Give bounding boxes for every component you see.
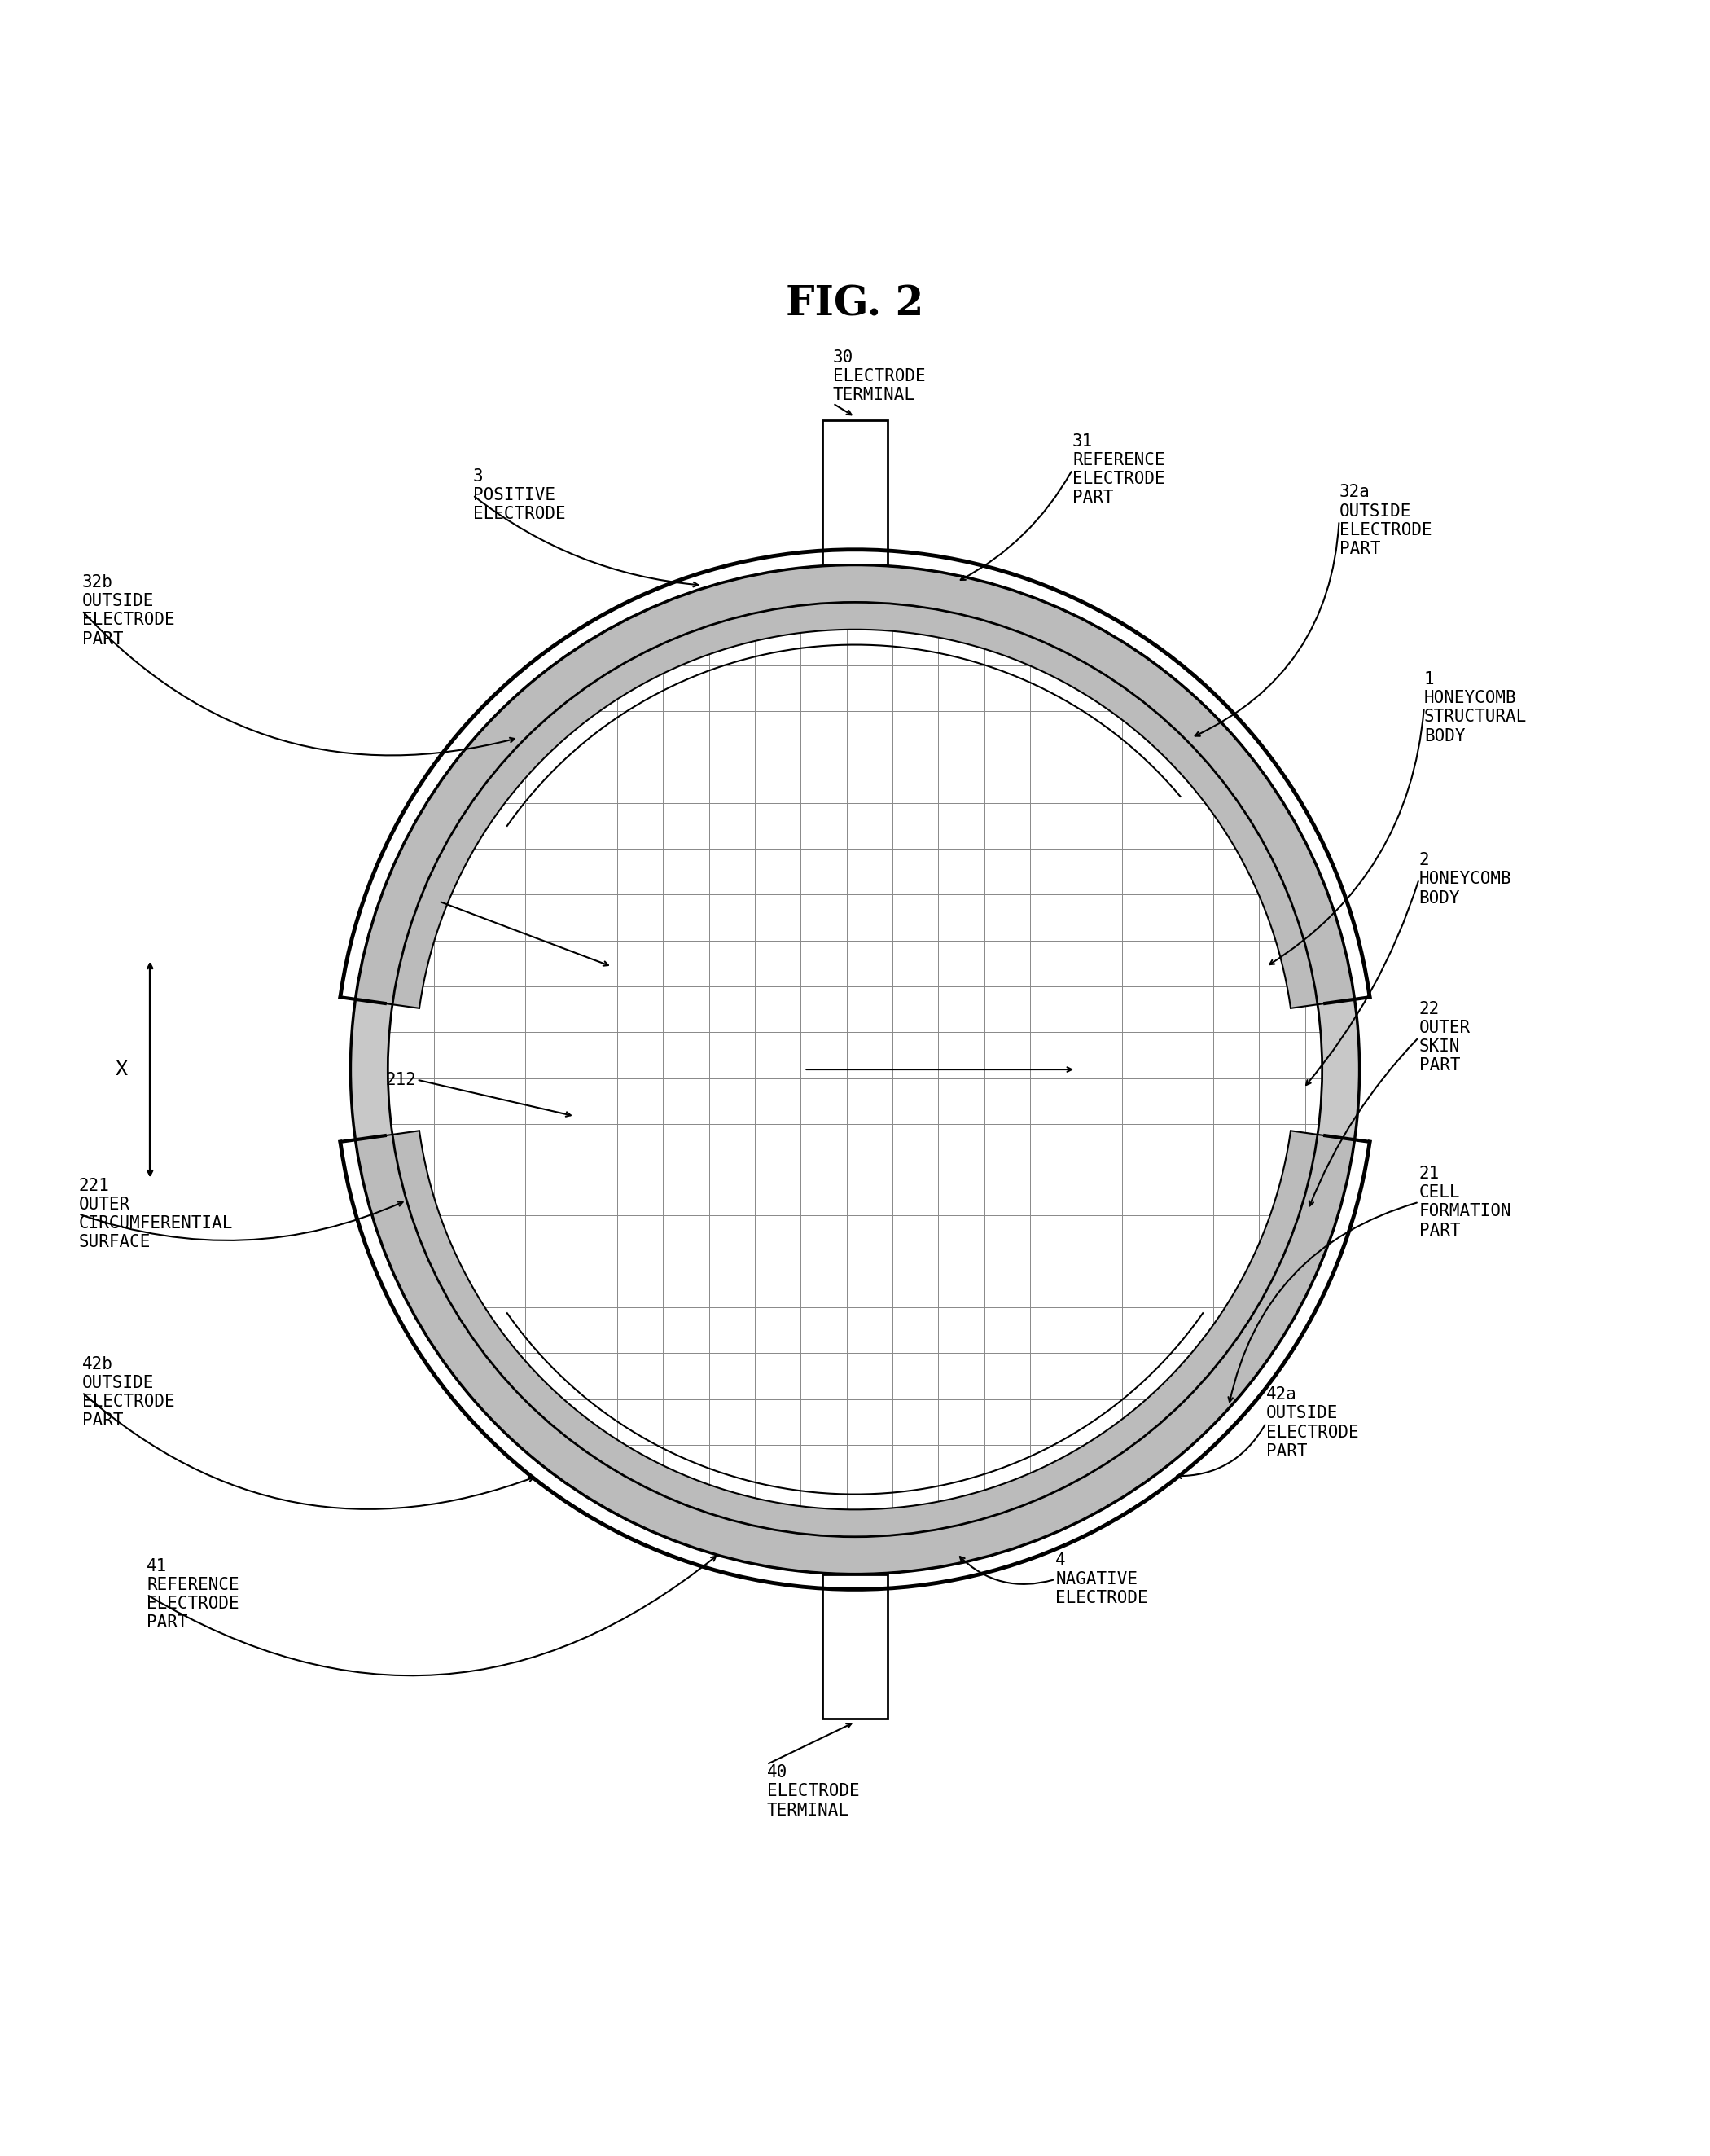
Text: 32b
OUTSIDE
ELECTRODE
PART: 32b OUTSIDE ELECTRODE PART (82, 573, 174, 647)
Text: X: X (116, 1061, 128, 1080)
Text: 212: 212 (386, 1072, 417, 1089)
Text: 42a
OUTSIDE
ELECTRODE
PART: 42a OUTSIDE ELECTRODE PART (1265, 1386, 1359, 1460)
Text: 211: 211 (409, 893, 439, 910)
Text: 31
REFERENCE
ELECTRODE
PART: 31 REFERENCE ELECTRODE PART (1072, 433, 1165, 507)
Text: 40
ELECTRODE
TERMINAL: 40 ELECTRODE TERMINAL (766, 1764, 858, 1818)
Text: 2
HONEYCOMB
BODY: 2 HONEYCOMB BODY (1419, 852, 1512, 906)
Text: 1
HONEYCOMB
STRUCTURAL
BODY: 1 HONEYCOMB STRUCTURAL BODY (1424, 671, 1527, 744)
Text: 41
REFERENCE
ELECTRODE
PART: 41 REFERENCE ELECTRODE PART (147, 1559, 239, 1632)
Text: 32a
OUTSIDE
ELECTRODE
PART: 32a OUTSIDE ELECTRODE PART (1339, 485, 1431, 556)
Text: 3
POSITIVE
ELECTRODE: 3 POSITIVE ELECTRODE (472, 468, 566, 522)
Text: FIG. 2: FIG. 2 (787, 285, 923, 323)
Text: 22
OUTER
SKIN
PART: 22 OUTER SKIN PART (1419, 1000, 1471, 1074)
Text: 30
ELECTRODE
TERMINAL: 30 ELECTRODE TERMINAL (833, 349, 925, 403)
Polygon shape (356, 565, 1354, 1009)
Text: 221
OUTER
CIRCUMFERENTIAL
SURFACE: 221 OUTER CIRCUMFERENTIAL SURFACE (79, 1177, 233, 1250)
Circle shape (388, 602, 1322, 1537)
Text: 42b
OUTSIDE
ELECTRODE
PART: 42b OUTSIDE ELECTRODE PART (82, 1356, 174, 1429)
Bar (823, 1574, 887, 1718)
Text: 4
NAGATIVE
ELECTRODE: 4 NAGATIVE ELECTRODE (1055, 1552, 1147, 1606)
Polygon shape (356, 1130, 1354, 1574)
Bar (823, 420, 887, 565)
Text: 21
CELL
FORMATION
PART: 21 CELL FORMATION PART (1419, 1166, 1512, 1238)
